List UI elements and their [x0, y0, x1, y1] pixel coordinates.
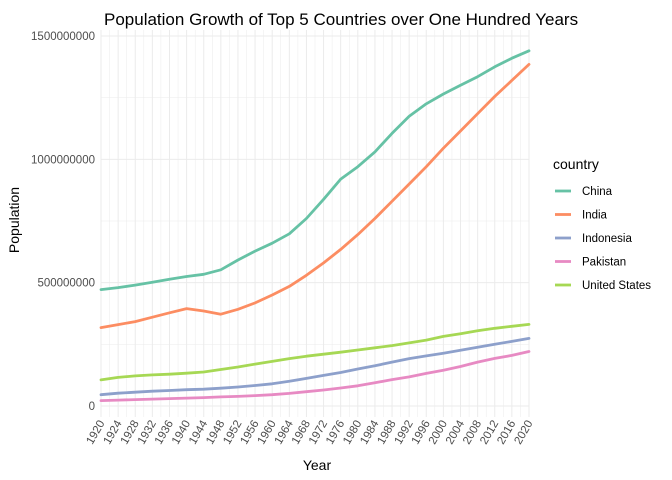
y-tick-label: 500000000 — [37, 278, 95, 290]
series-lines — [99, 49, 531, 403]
legend-label: China — [582, 186, 613, 198]
x-tick-label: 2020 — [512, 419, 535, 447]
legend-item: United States — [555, 280, 651, 292]
y-axis-title: Population — [6, 187, 22, 253]
legend-item: India — [555, 210, 608, 222]
legend-label: Indonesia — [582, 233, 632, 245]
y-tick-label: 0 — [89, 401, 95, 413]
legend-item: Pakistan — [555, 257, 626, 269]
legend-label: United States — [582, 280, 651, 292]
series-line-china — [99, 49, 531, 292]
grid-lines — [100, 30, 530, 417]
y-axis-tick-labels: 0 500000000 1000000000 1500000000 — [31, 31, 95, 413]
y-tick-label: 1000000000 — [31, 154, 95, 166]
chart-title: Population Growth of Top 5 Countries ove… — [104, 10, 578, 29]
series-line-united-states — [99, 322, 531, 382]
legend-label: Pakistan — [582, 257, 626, 269]
x-axis-tick-labels: 1920192419281932193619401944194819521956… — [84, 418, 535, 447]
legend: country China India Indonesia Pakistan Unite… — [553, 156, 651, 292]
y-tick-label: 1500000000 — [31, 31, 95, 43]
legend-item: China — [555, 186, 613, 198]
legend-label: India — [582, 210, 608, 222]
legend-title: country — [553, 156, 599, 172]
legend-item: Indonesia — [555, 233, 632, 245]
series-line-indonesia — [99, 336, 531, 397]
x-axis-title: Year — [303, 457, 332, 473]
series-line-pakistan — [99, 350, 531, 403]
series-line-india — [99, 63, 531, 330]
